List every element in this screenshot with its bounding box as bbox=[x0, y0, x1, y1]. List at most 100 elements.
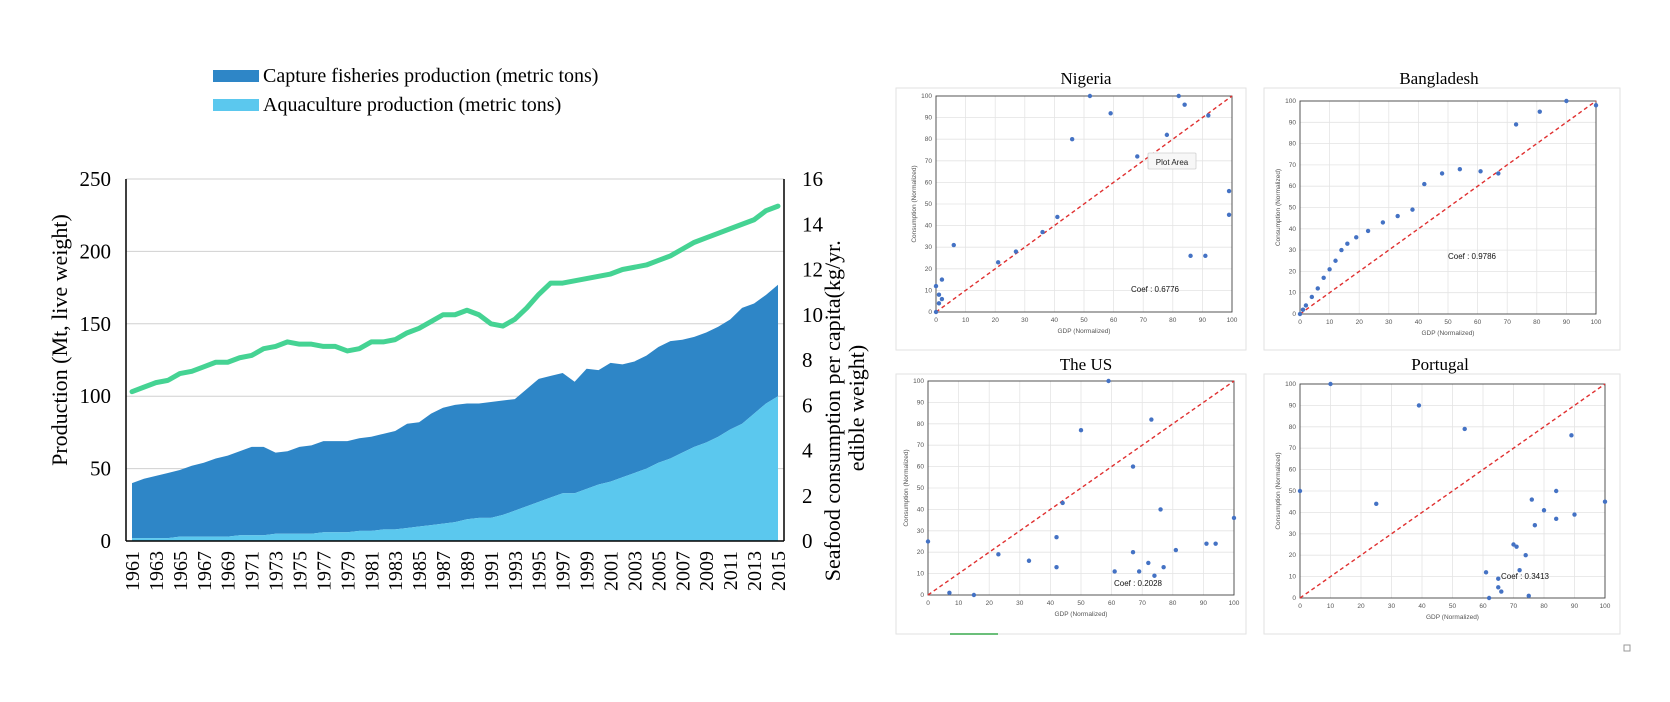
legend-label-capture: Capture fisheries production (metric ton… bbox=[263, 65, 598, 87]
scatter-point bbox=[1226, 188, 1232, 194]
seafood-consumption-line bbox=[129, 203, 781, 395]
decorative-green-mark bbox=[950, 633, 998, 635]
y-tick-label: 40 bbox=[925, 223, 933, 230]
right-y-axis-label: Seafood consumption per capita(kg/yr. ed… bbox=[820, 240, 869, 581]
scatter-point bbox=[1055, 214, 1060, 220]
x-tick-label: 60 bbox=[1108, 600, 1116, 607]
left-y-tick-label: 200 bbox=[80, 239, 112, 263]
scatter-point bbox=[996, 552, 1001, 557]
right-y-tick-label: 6 bbox=[802, 393, 813, 417]
scatter-point bbox=[1513, 122, 1519, 127]
scatter-point bbox=[1149, 417, 1154, 422]
scatter-point bbox=[1422, 181, 1427, 187]
scatter-point bbox=[1410, 207, 1415, 212]
scatter-point bbox=[1327, 267, 1332, 272]
legend: Capture fisheries production (metric ton… bbox=[213, 65, 598, 116]
x-tick-label: 70 bbox=[1140, 317, 1148, 324]
scatter-point bbox=[1297, 311, 1303, 317]
panel-frame bbox=[895, 373, 1247, 635]
scatter-point bbox=[1365, 228, 1371, 234]
x-tick-label: 2003 bbox=[624, 551, 646, 591]
x-tick-label: 80 bbox=[1533, 319, 1541, 326]
scatter-point bbox=[1054, 535, 1059, 540]
x-tick-label: 30 bbox=[1388, 603, 1396, 610]
right-y-tick-label: 12 bbox=[802, 258, 823, 282]
scatter-point bbox=[1176, 93, 1181, 99]
x-tick-label: 1979 bbox=[337, 551, 359, 591]
scatter-point bbox=[1203, 253, 1208, 259]
scatter-point bbox=[1496, 576, 1501, 581]
x-tick-label: 1993 bbox=[505, 551, 527, 591]
y-tick-label: 10 bbox=[925, 287, 933, 294]
scatter-point bbox=[1026, 558, 1032, 563]
y-tick-label: 20 bbox=[917, 549, 925, 556]
x-tick-label: 50 bbox=[1077, 600, 1085, 607]
x-axis-label: GDP (Normalized) bbox=[1058, 328, 1111, 335]
area-series bbox=[132, 284, 778, 541]
production-chart: Capture fisheries production (metric ton… bbox=[47, 65, 869, 591]
left-y-tick-label: 250 bbox=[80, 167, 112, 191]
scatter-point bbox=[1537, 109, 1542, 114]
scatter-point bbox=[1206, 113, 1211, 118]
x-tick-label: 40 bbox=[1418, 603, 1426, 610]
y-tick-label: 70 bbox=[1289, 445, 1297, 452]
reference-diagonal-line bbox=[927, 380, 1235, 596]
x-tick-label: 40 bbox=[1415, 319, 1423, 326]
x-tick-label: 2015 bbox=[768, 551, 790, 591]
scatter-point bbox=[1517, 567, 1522, 573]
x-tick-label: 0 bbox=[926, 600, 930, 607]
x-tick-label: 1999 bbox=[577, 551, 599, 591]
right-y-tick-label: 16 bbox=[802, 167, 823, 191]
x-tick-label: 40 bbox=[1047, 600, 1055, 607]
right-y-tick-label: 2 bbox=[802, 484, 813, 508]
scatter-point bbox=[1333, 258, 1338, 263]
y-tick-label: 20 bbox=[925, 266, 933, 273]
y-tick-label: 0 bbox=[920, 592, 924, 599]
x-tick-label: 20 bbox=[992, 317, 1000, 324]
y-tick-label: 80 bbox=[1289, 141, 1297, 148]
scatter-point bbox=[1496, 585, 1501, 590]
y-tick-label: 30 bbox=[917, 528, 925, 535]
x-tick-label: 1989 bbox=[457, 551, 479, 591]
y-tick-label: 90 bbox=[1289, 402, 1297, 409]
x-tick-label: 50 bbox=[1080, 317, 1088, 324]
right-y-axis-label-line-2: edible weight) bbox=[844, 345, 869, 471]
y-tick-label: 60 bbox=[1289, 467, 1297, 474]
x-tick-label: 70 bbox=[1504, 319, 1512, 326]
x-tick-label: 10 bbox=[962, 317, 970, 324]
y-tick-label: 60 bbox=[1289, 183, 1297, 190]
scatter-point bbox=[1087, 93, 1093, 99]
y-tick-label: 10 bbox=[1289, 574, 1297, 581]
scatter-point bbox=[1569, 433, 1574, 438]
x-tick-label: 2001 bbox=[601, 551, 623, 591]
y-tick-label: 70 bbox=[925, 158, 933, 165]
scatter-point bbox=[1354, 235, 1359, 240]
y-tick-label: 10 bbox=[1289, 290, 1297, 297]
x-tick-label: 1975 bbox=[289, 551, 311, 591]
scatter-point bbox=[1060, 500, 1065, 506]
scatter-point bbox=[1328, 381, 1333, 387]
scatter-point bbox=[1564, 98, 1569, 104]
x-tick-label: 60 bbox=[1110, 317, 1118, 324]
x-tick-label: 1995 bbox=[529, 551, 551, 591]
x-tick-label: 2011 bbox=[720, 551, 742, 590]
scatter-point bbox=[995, 260, 1001, 265]
scatter-point bbox=[1158, 507, 1163, 512]
x-tick-label: 1967 bbox=[194, 551, 216, 591]
scatter-point bbox=[1182, 102, 1187, 107]
y-tick-label: 0 bbox=[1292, 311, 1296, 318]
scatter-point bbox=[1457, 166, 1463, 172]
scatter-point bbox=[1040, 229, 1045, 235]
x-tick-label: 100 bbox=[1227, 317, 1238, 324]
panel-title: Bangladesh bbox=[1399, 69, 1479, 88]
x-tick-label: 70 bbox=[1510, 603, 1518, 610]
y-tick-label: 50 bbox=[1289, 205, 1297, 212]
scatter-point bbox=[1541, 508, 1547, 513]
x-tick-label: 2005 bbox=[648, 551, 670, 591]
y-tick-label: 70 bbox=[917, 442, 925, 449]
x-tick-label: 30 bbox=[1016, 600, 1024, 607]
x-tick-label: 1985 bbox=[409, 551, 431, 591]
left-y-axis-label: Production (Mt, live weight) bbox=[47, 214, 72, 466]
scatter-point bbox=[1511, 542, 1516, 547]
